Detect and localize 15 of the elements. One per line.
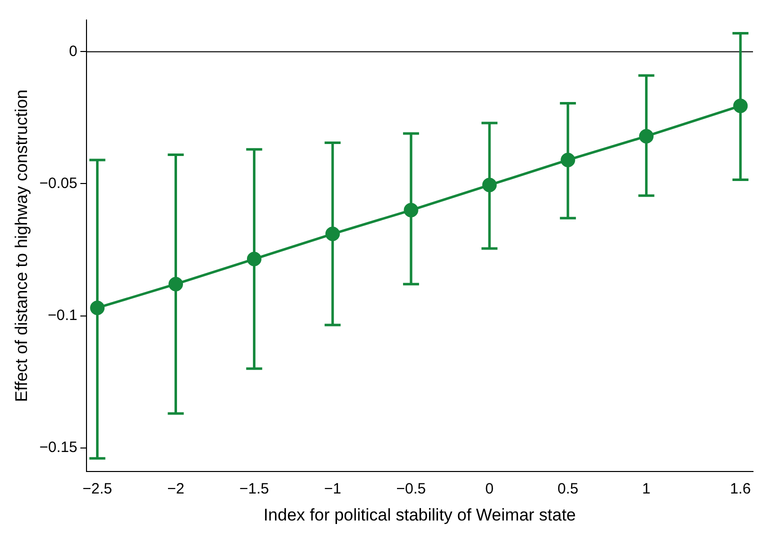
- y-axis-title: Effect of distance to highway construction: [12, 90, 31, 402]
- y-tick-label: −0.05: [39, 174, 78, 192]
- y-tick-label: −0.1: [48, 306, 78, 324]
- x-tick-label: 1: [642, 480, 651, 498]
- x-tick-label: −2.5: [82, 480, 112, 498]
- x-tick-label: 1.6: [730, 480, 751, 498]
- x-axis-title: Index for political stability of Weimar state: [263, 505, 576, 524]
- x-tick-label: −0.5: [396, 480, 426, 498]
- x-tick-label: 0: [485, 480, 494, 498]
- y-tick-label: −0.15: [39, 438, 78, 456]
- x-tick-label: −1.5: [239, 480, 270, 498]
- x-tick-label: −1: [324, 480, 342, 498]
- y-tick-label: 0: [69, 42, 78, 60]
- x-tick-label: 0.5: [557, 480, 578, 498]
- x-tick-label: −2: [167, 480, 184, 498]
